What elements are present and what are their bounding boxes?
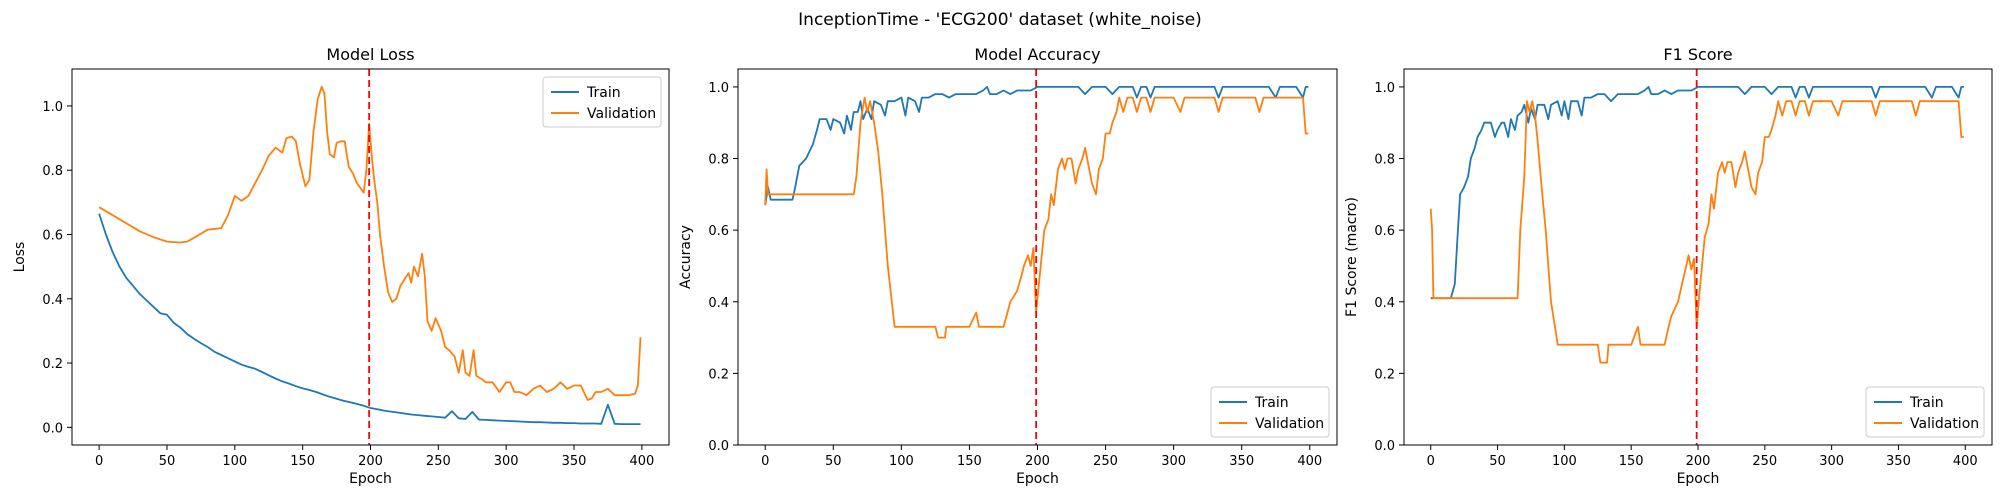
x-tick-label: 250 [426,454,451,469]
legend-box [1210,386,1330,438]
x-tick-label: 50 [825,454,842,469]
x-tick-label: 0 [1427,454,1435,469]
y-tick-label: 0.6 [1374,224,1395,239]
figure-suptitle: InceptionTime - 'ECG200' dataset (white_… [798,10,1202,30]
x-tick-label: 400 [1953,454,1978,469]
y-tick-label: 0.2 [708,367,729,382]
legend-label-validation: Validation [1255,416,1324,432]
x-tick-label: 400 [629,454,654,469]
x-tick-label: 300 [494,454,519,469]
chart-panel-3: F1 Score 0 50 100 150 200 250 300 350 400 0.0 0.2 0.… [1344,45,1993,487]
legend: Train Validation [1865,386,1985,438]
series-line-validation [98,85,642,401]
chart-title: Model Loss [326,45,414,64]
chart-title: F1 Score [1663,45,1732,64]
x-axis-label: Epoch [1677,471,1720,487]
y-tick-label: 1.0 [1374,81,1395,96]
legend-label-train: Train [586,85,621,101]
plot-frame [1403,68,1993,446]
x-tick-label: 300 [1819,454,1844,469]
series-line-train [1430,86,1964,300]
chart-panel-1: Model Loss 0 50 100 150 200 250 300 350 400 0.0 0.2… [12,45,670,487]
y-tick-label: 0.6 [42,229,63,244]
x-tick-label: 350 [1886,454,1911,469]
x-tick-label: 100 [889,454,914,469]
x-tick-label: 150 [1619,454,1644,469]
y-axis-label: F1 Score (macro) [1344,197,1360,317]
x-tick-label: 300 [1161,454,1186,469]
chart-title: Model Accuracy [974,45,1100,64]
x-tick-label: 250 [1752,454,1777,469]
x-tick-label: 100 [222,454,247,469]
x-tick-label: 200 [1025,454,1050,469]
legend-label-validation: Validation [587,106,656,122]
y-axis-label: Loss [12,242,28,273]
x-tick-label: 350 [1229,454,1254,469]
y-tick-label: 0.0 [42,421,63,436]
x-tick-label: 200 [1686,454,1711,469]
y-tick-label: 0.8 [708,153,729,168]
plot-frame [737,68,1338,446]
series-line-train [764,86,1309,206]
y-tick-label: 0.4 [708,296,729,311]
y-tick-label: 0.2 [42,357,63,372]
y-tick-label: 0.4 [42,293,63,308]
legend-label-validation: Validation [1910,416,1979,432]
x-axis-label: Epoch [349,471,392,487]
y-tick-label: 0.4 [1374,296,1395,311]
y-tick-label: 0.0 [1374,439,1395,454]
y-tick-label: 0.0 [708,439,729,454]
series-line-validation [1429,100,1964,364]
y-tick-label: 0.6 [708,224,729,239]
y-tick-label: 0.8 [1374,153,1395,168]
x-tick-label: 0 [761,454,769,469]
x-tick-label: 250 [1093,454,1118,469]
series-line-train [98,213,641,425]
x-tick-label: 50 [159,454,176,469]
legend-box [542,76,662,128]
legend: Train Validation [1210,386,1330,438]
chart-panel-2: Model Accuracy 0 50 100 150 200 250 300 350 400 0.… [678,45,1338,487]
x-tick-label: 0 [95,454,103,469]
legend-box [1865,386,1985,438]
legend-label-train: Train [1909,395,1944,411]
x-axis-label: Epoch [1016,471,1059,487]
legend: Train Validation [542,76,662,128]
x-tick-label: 150 [957,454,982,469]
x-tick-label: 350 [562,454,587,469]
y-tick-label: 0.8 [42,164,63,179]
legend-label-train: Train [1254,395,1289,411]
y-tick-label: 1.0 [708,81,729,96]
x-tick-label: 50 [1489,454,1506,469]
x-tick-label: 200 [358,454,383,469]
series-line-validation [764,96,1309,339]
x-tick-label: 150 [290,454,315,469]
plot-frame [71,68,670,446]
y-tick-label: 1.0 [42,100,63,115]
x-tick-label: 100 [1552,454,1577,469]
x-tick-label: 400 [1297,454,1322,469]
y-axis-label: Accuracy [678,225,694,289]
y-tick-label: 0.2 [1374,367,1395,382]
